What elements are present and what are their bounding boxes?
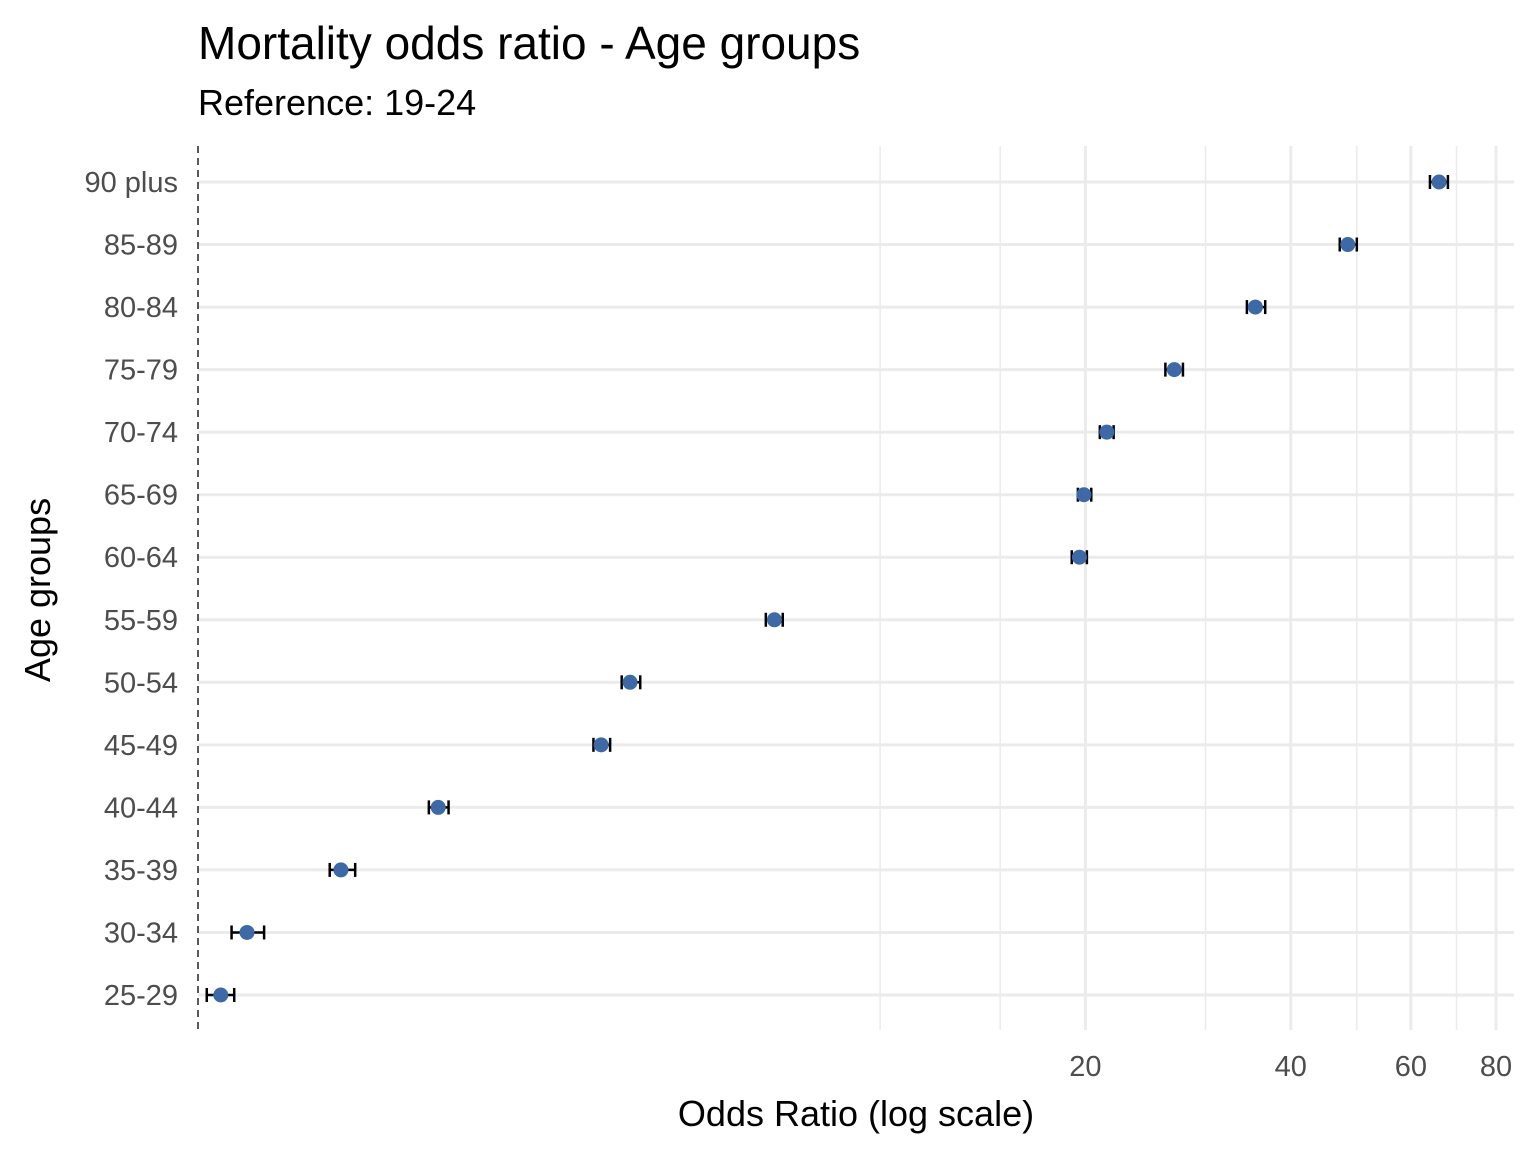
data-point [622,674,638,690]
x-axis-title: Odds Ratio (log scale) [678,1093,1034,1134]
y-tick-label: 40-44 [104,792,178,824]
y-tick-label: 80-84 [104,292,178,324]
data-point [1340,237,1356,253]
y-tick-label: 65-69 [104,480,178,512]
x-tick-labels: 20 40 60 80 [1069,1051,1512,1083]
y-tick-label: 30-34 [104,917,178,949]
y-tick-label: 60-64 [104,542,178,574]
y-tick-label: 75-79 [104,355,178,387]
data-point [213,987,229,1003]
y-tick-label: 55-59 [104,605,178,637]
y-tick-label: 25-29 [104,980,178,1012]
data-point [1247,299,1263,315]
data-point [239,924,255,940]
y-tick-label: 85-89 [104,230,178,262]
y-tick-label: 70-74 [104,417,178,449]
data-point [430,799,446,815]
chart-subtitle: Reference: 19-24 [198,82,477,123]
data-point [1166,362,1182,378]
data-point [333,862,349,878]
data-point [1076,487,1092,503]
x-tick-label: 20 [1069,1051,1101,1083]
data-point [593,737,609,753]
data-point [1431,174,1447,190]
x-tick-label: 60 [1395,1051,1427,1083]
point-layer [213,174,1447,1003]
x-tick-label: 80 [1480,1051,1512,1083]
y-tick-label: 35-39 [104,855,178,887]
errorbar-layer [205,175,1450,1002]
chart-title: Mortality odds ratio - Age groups [198,17,861,69]
y-axis-title: Age groups [17,498,58,682]
y-tick-label: 90 plus [84,167,178,199]
data-point [1099,424,1115,440]
x-tick-label: 40 [1275,1051,1307,1083]
grid-layer [198,146,1514,1030]
y-tick-label: 50-54 [104,667,178,699]
y-tick-label: 45-49 [104,730,178,762]
data-point [766,612,782,628]
y-tick-labels: 25-29 30-34 35-39 40-44 45-49 50-54 55-59 60-64… [84,167,178,1012]
data-point [1071,549,1087,565]
